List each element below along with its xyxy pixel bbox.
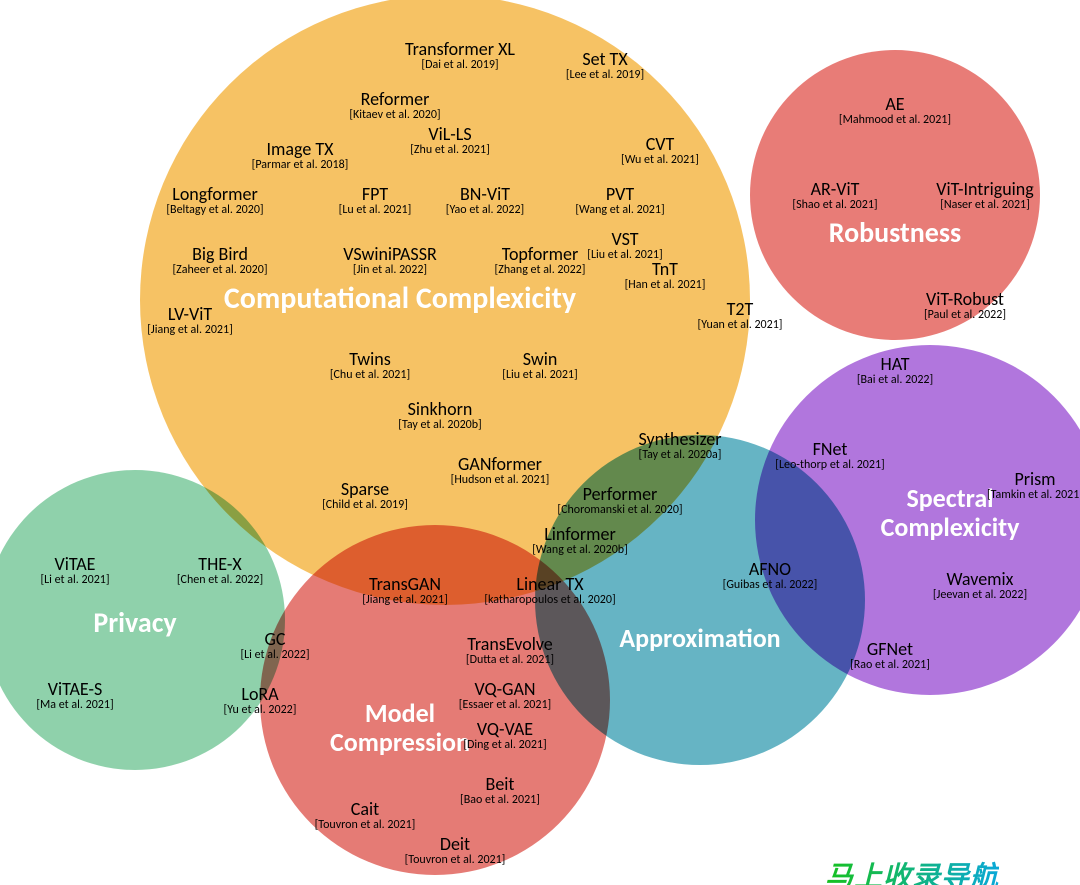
paper-ref: [Guibas et al. 2022] <box>650 579 890 592</box>
paper-name: AE <box>775 95 1015 114</box>
paper-name: ViT-Intriguing <box>865 180 1080 199</box>
paper-item: Performer[Choromanski et al. 2020] <box>500 485 740 516</box>
paper-ref: [Wu et al. 2021] <box>540 154 780 167</box>
paper-ref: [Touvron et al. 2021] <box>245 819 485 832</box>
paper-ref: [katharopoulos et al. 2020] <box>430 594 670 607</box>
paper-item: ViTAE-S[Ma et al. 2021] <box>0 680 195 711</box>
paper-ref: [Naser et al. 2021] <box>865 199 1080 212</box>
paper-name: Performer <box>500 485 740 504</box>
paper-item: VQ-VAE[Ding et al. 2021] <box>385 720 625 751</box>
paper-name: GFNet <box>770 640 1010 659</box>
paper-item: LV-ViT[Jiang et al. 2021] <box>70 305 310 336</box>
paper-ref: [Jeevan et al. 2022] <box>860 589 1080 602</box>
paper-item: Deit[Touvron et al. 2021] <box>335 835 575 866</box>
paper-ref: [Li et al. 2022] <box>155 649 395 662</box>
paper-ref: [Bai et al. 2022] <box>775 374 1015 387</box>
paper-name: FNet <box>710 440 950 459</box>
paper-item: TransEvolve[Dutta et al. 2021] <box>390 635 630 666</box>
paper-name: Set TX <box>485 50 725 69</box>
paper-item: HAT[Bai et al. 2022] <box>775 355 1015 386</box>
paper-ref: [Wang et al. 2021] <box>500 204 740 217</box>
paper-item: Sinkhorn[Tay et al. 2020b] <box>320 400 560 431</box>
paper-ref: [Jiang et al. 2021] <box>70 324 310 337</box>
paper-ref: [Mahmood et al. 2021] <box>775 114 1015 127</box>
paper-ref: [Wang et al. 2020b] <box>460 544 700 557</box>
paper-ref: [Rao et al. 2021] <box>770 659 1010 672</box>
paper-ref: [Kitaev et al. 2020] <box>275 109 515 122</box>
paper-item: Prism[Tamkin et al. 2021] <box>915 470 1080 501</box>
paper-name: Image TX <box>180 140 420 159</box>
paper-name: GC <box>155 630 395 649</box>
paper-ref: [Touvron et al. 2021] <box>335 854 575 867</box>
paper-ref: [Child et al. 2019] <box>245 499 485 512</box>
paper-item: Sparse[Child et al. 2019] <box>245 480 485 511</box>
paper-name: GANformer <box>380 455 620 474</box>
paper-ref: [Leo-thorp et al. 2021] <box>710 459 950 472</box>
paper-name: TransEvolve <box>390 635 630 654</box>
paper-item: Image TX[Parmar et al. 2018] <box>180 140 420 171</box>
paper-ref: [Choromanski et al. 2020] <box>500 504 740 517</box>
paper-ref: [Dutta et al. 2021] <box>390 654 630 667</box>
paper-name: AFNO <box>650 560 890 579</box>
paper-name: VQ-VAE <box>385 720 625 739</box>
paper-name: Linformer <box>460 525 700 544</box>
paper-item: Swin[Liu et al. 2021] <box>420 350 660 381</box>
paper-name: LV-ViT <box>70 305 310 324</box>
paper-name: Linear TX <box>430 575 670 594</box>
paper-item: CVT[Wu et al. 2021] <box>540 135 780 166</box>
paper-name: Prism <box>915 470 1080 489</box>
paper-item: PVT[Wang et al. 2021] <box>500 185 740 216</box>
paper-name: Reformer <box>275 90 515 109</box>
paper-name: CVT <box>540 135 780 154</box>
paper-name: Deit <box>335 835 575 854</box>
paper-item: AE[Mahmood et al. 2021] <box>775 95 1015 126</box>
paper-item: ViT-Intriguing[Naser et al. 2021] <box>865 180 1080 211</box>
paper-ref: [Li et al. 2021] <box>0 574 195 587</box>
paper-ref: [Paul et al. 2022] <box>845 309 1080 322</box>
paper-name: Sparse <box>245 480 485 499</box>
paper-name: Wavemix <box>860 570 1080 589</box>
paper-name: ViTAE-S <box>0 680 195 699</box>
paper-name: PVT <box>500 185 740 204</box>
paper-name: VQ-GAN <box>385 680 625 699</box>
venn-diagram: Computational ComplexicityRobustnessSpec… <box>0 0 1080 885</box>
paper-ref: [Yuan et al. 2021] <box>620 319 860 332</box>
paper-name: TnT <box>545 260 785 279</box>
paper-item: TnT[Han et al. 2021] <box>545 260 785 291</box>
paper-ref: [Lee et al. 2019] <box>485 69 725 82</box>
paper-ref: [Han et al. 2021] <box>545 279 785 292</box>
paper-item: ViTAE[Li et al. 2021] <box>0 555 195 586</box>
paper-item: AFNO[Guibas et al. 2022] <box>650 560 890 591</box>
paper-ref: [Tay et al. 2020b] <box>320 419 560 432</box>
paper-item: Wavemix[Jeevan et al. 2022] <box>860 570 1080 601</box>
paper-ref: [Parmar et al. 2018] <box>180 159 420 172</box>
paper-item: GFNet[Rao et al. 2021] <box>770 640 1010 671</box>
paper-item: Linear TX[katharopoulos et al. 2020] <box>430 575 670 606</box>
paper-item: ViT-Robust[Paul et al. 2022] <box>845 290 1080 321</box>
paper-name: Cait <box>245 800 485 819</box>
watermark-text: 马上收录导航 <box>825 855 999 885</box>
paper-name: Swin <box>420 350 660 369</box>
paper-name: ViT-Robust <box>845 290 1080 309</box>
paper-item: FNet[Leo-thorp et al. 2021] <box>710 440 950 471</box>
paper-ref: [Liu et al. 2021] <box>420 369 660 382</box>
paper-ref: [Essaer et al. 2021] <box>385 699 625 712</box>
paper-name: T2T <box>620 300 860 319</box>
paper-item: GC[Li et al. 2022] <box>155 630 395 661</box>
paper-name: HAT <box>775 355 1015 374</box>
paper-item: Cait[Touvron et al. 2021] <box>245 800 485 831</box>
paper-ref: [Ding et al. 2021] <box>385 739 625 752</box>
paper-item: VQ-GAN[Essaer et al. 2021] <box>385 680 625 711</box>
paper-ref: [Ma et al. 2021] <box>0 699 195 712</box>
category-label-robust: Robustness <box>695 218 1080 249</box>
paper-name: Sinkhorn <box>320 400 560 419</box>
paper-item: T2T[Yuan et al. 2021] <box>620 300 860 331</box>
paper-item: Reformer[Kitaev et al. 2020] <box>275 90 515 121</box>
paper-ref: [Tamkin et al. 2021] <box>915 489 1080 502</box>
paper-name: Beit <box>380 775 620 794</box>
paper-item: Set TX[Lee et al. 2019] <box>485 50 725 81</box>
paper-name: ViTAE <box>0 555 195 574</box>
paper-item: Linformer[Wang et al. 2020b] <box>460 525 700 556</box>
